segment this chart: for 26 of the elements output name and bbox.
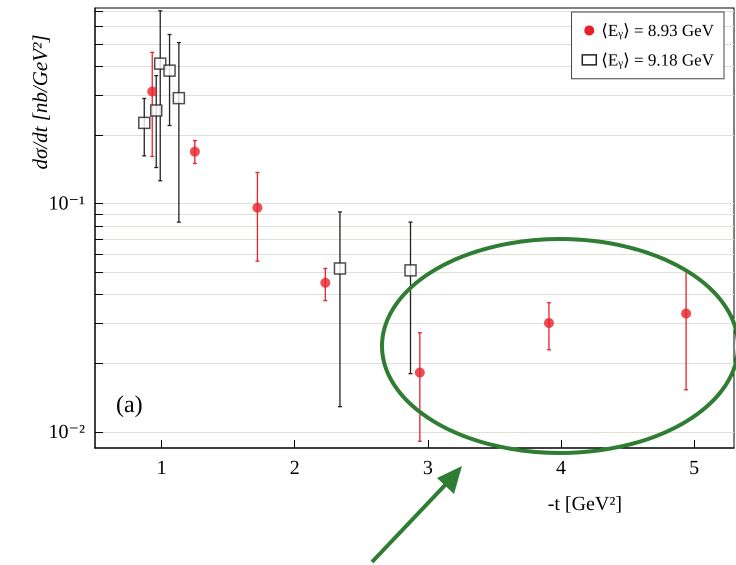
point — [190, 146, 200, 157]
point — [147, 86, 158, 97]
point — [150, 104, 162, 117]
point — [154, 57, 166, 70]
x-tick-label: 4 — [556, 457, 566, 479]
x-tick-label: 5 — [689, 457, 700, 479]
point — [404, 264, 417, 277]
point — [138, 116, 151, 130]
legend-label: ⟨Eγ⟩ = 9.18 GeV — [601, 50, 715, 70]
point — [163, 64, 176, 77]
y-tick-label: 10⁻² — [48, 420, 85, 443]
y-axis-title: dσ/dt [nb/GeV²] — [28, 34, 52, 170]
point — [252, 202, 262, 213]
point — [334, 262, 346, 275]
x-tick-label: 1 — [156, 457, 167, 479]
y-tick-label: 10⁻¹ — [48, 192, 85, 215]
x-tick-label: 2 — [290, 457, 300, 479]
x-tick-label: 3 — [422, 457, 433, 479]
point — [320, 278, 330, 288]
point — [414, 368, 425, 378]
point — [544, 318, 554, 328]
point — [172, 92, 186, 104]
point — [681, 308, 692, 319]
x-axis-title: -t [GeV²] — [548, 493, 622, 515]
annotation: (a) — [116, 392, 143, 418]
legend-label: ⟨Eγ⟩ = 8.93 GeV — [601, 21, 715, 40]
